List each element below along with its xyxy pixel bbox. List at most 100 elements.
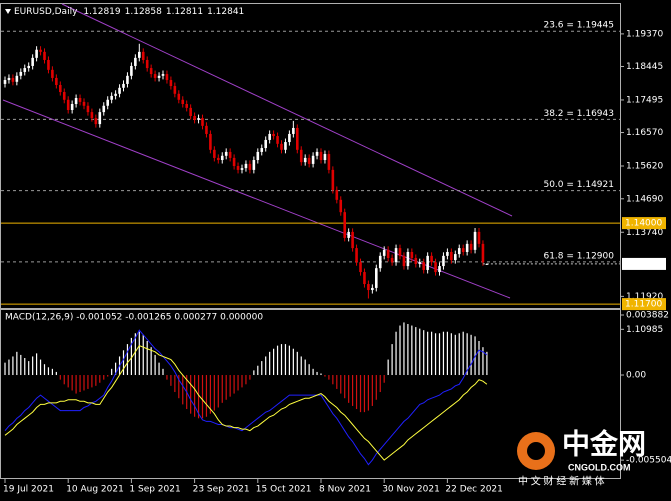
histogram-bar xyxy=(308,364,310,376)
candle-body xyxy=(339,199,343,213)
histogram-bar xyxy=(28,361,30,376)
candle-body xyxy=(157,75,161,78)
candle-body xyxy=(173,86,177,94)
histogram-bar xyxy=(458,333,460,376)
histogram-bar xyxy=(403,322,405,376)
histogram-bar xyxy=(95,375,97,386)
candle-body xyxy=(240,168,244,170)
candle-body xyxy=(86,105,90,113)
histogram-bar xyxy=(71,375,73,391)
candle-body xyxy=(193,115,196,120)
candle-body xyxy=(213,149,216,158)
histogram-bar xyxy=(304,359,306,376)
candle-body xyxy=(98,112,102,125)
histogram-bar xyxy=(87,375,89,389)
macd-panel-frame xyxy=(0,309,621,479)
candle-body xyxy=(201,118,204,126)
histogram-bar xyxy=(273,348,275,376)
candle-body xyxy=(378,255,382,269)
histogram-bar xyxy=(269,351,271,376)
histogram-bar xyxy=(316,371,318,376)
candle-body xyxy=(74,98,78,105)
candle-body xyxy=(145,59,149,69)
histogram-bar xyxy=(43,364,46,376)
histogram-bar xyxy=(103,375,105,380)
candle-body xyxy=(217,157,220,161)
candle-body xyxy=(331,169,335,190)
candle-body xyxy=(165,74,169,81)
candle-body xyxy=(252,160,256,170)
histogram-bar xyxy=(221,375,223,403)
histogram-bar xyxy=(249,375,251,380)
histogram-bar xyxy=(478,340,480,376)
histogram-bar xyxy=(138,331,140,376)
candle-body xyxy=(169,80,173,87)
level-label: 1.11700 xyxy=(625,300,662,310)
candle-body xyxy=(454,254,457,261)
current-price-label: 1.12841 xyxy=(625,259,662,269)
candle-body xyxy=(335,189,339,200)
histogram-bar xyxy=(253,370,255,376)
fib-label: 38.2 = 1.16943 xyxy=(543,109,614,119)
candle-body xyxy=(367,284,370,291)
histogram-bar xyxy=(450,333,452,376)
candle-body xyxy=(481,243,485,263)
y-tick-label: 1.17495 xyxy=(626,95,663,105)
candle-body xyxy=(189,107,192,116)
candle-body xyxy=(323,154,327,161)
histogram-bar xyxy=(292,348,294,376)
macd-header: MACD(12,26,9) -0.001052 -0.001265 0.0002… xyxy=(5,313,263,323)
histogram-bar xyxy=(47,367,50,376)
x-tick-label: 8 Nov 2021 xyxy=(319,485,371,495)
histogram-bar xyxy=(126,344,129,376)
histogram-bar xyxy=(434,333,437,376)
candle-body xyxy=(43,51,46,60)
symbol-title: EURUSD,Daily xyxy=(14,7,78,17)
histogram-bar xyxy=(284,344,287,376)
macd-line xyxy=(4,329,488,466)
candle-body xyxy=(70,104,74,110)
candle-body xyxy=(355,248,358,263)
histogram-bar xyxy=(411,325,413,376)
watermark-site: CNGOLD.COM xyxy=(568,462,631,472)
candle-body xyxy=(426,255,429,270)
candle-body xyxy=(122,83,125,88)
fib-label: 50.0 = 1.14921 xyxy=(543,180,614,190)
histogram-bar xyxy=(162,368,164,376)
candle-body xyxy=(438,266,441,273)
histogram-bar xyxy=(359,375,362,413)
histogram-bar xyxy=(197,375,200,419)
histogram-bar xyxy=(438,333,441,376)
candle-body xyxy=(149,68,153,75)
watermark-slogan: 中 文 财 经 新 媒 体 xyxy=(518,475,605,488)
histogram-bar xyxy=(190,375,192,414)
candle-body xyxy=(371,287,374,291)
candle-body xyxy=(256,151,260,161)
channel-upper xyxy=(61,3,513,217)
candle-body xyxy=(327,154,331,170)
histogram-bar xyxy=(375,375,377,400)
candle-body xyxy=(11,77,15,82)
histogram-bar xyxy=(8,359,10,376)
histogram-bar xyxy=(288,345,290,376)
candle-body xyxy=(315,151,319,156)
candle-body xyxy=(3,80,7,84)
histogram-bar xyxy=(454,334,456,376)
candle-body xyxy=(307,157,311,164)
fib-label: 23.6 = 1.19445 xyxy=(543,21,614,31)
histogram-bar xyxy=(16,351,18,376)
y-tick-label: 0.003882 xyxy=(626,310,669,320)
candle-body xyxy=(82,101,86,106)
candle-body xyxy=(386,249,390,258)
candle-body xyxy=(126,75,129,84)
candle-body xyxy=(51,69,54,78)
logo-inner xyxy=(527,442,545,460)
histogram-bar xyxy=(395,331,397,376)
candle-body xyxy=(236,166,240,170)
histogram-bar xyxy=(328,375,330,380)
candle-body xyxy=(473,231,477,250)
histogram-bar xyxy=(115,362,117,376)
histogram-bar xyxy=(182,375,184,405)
